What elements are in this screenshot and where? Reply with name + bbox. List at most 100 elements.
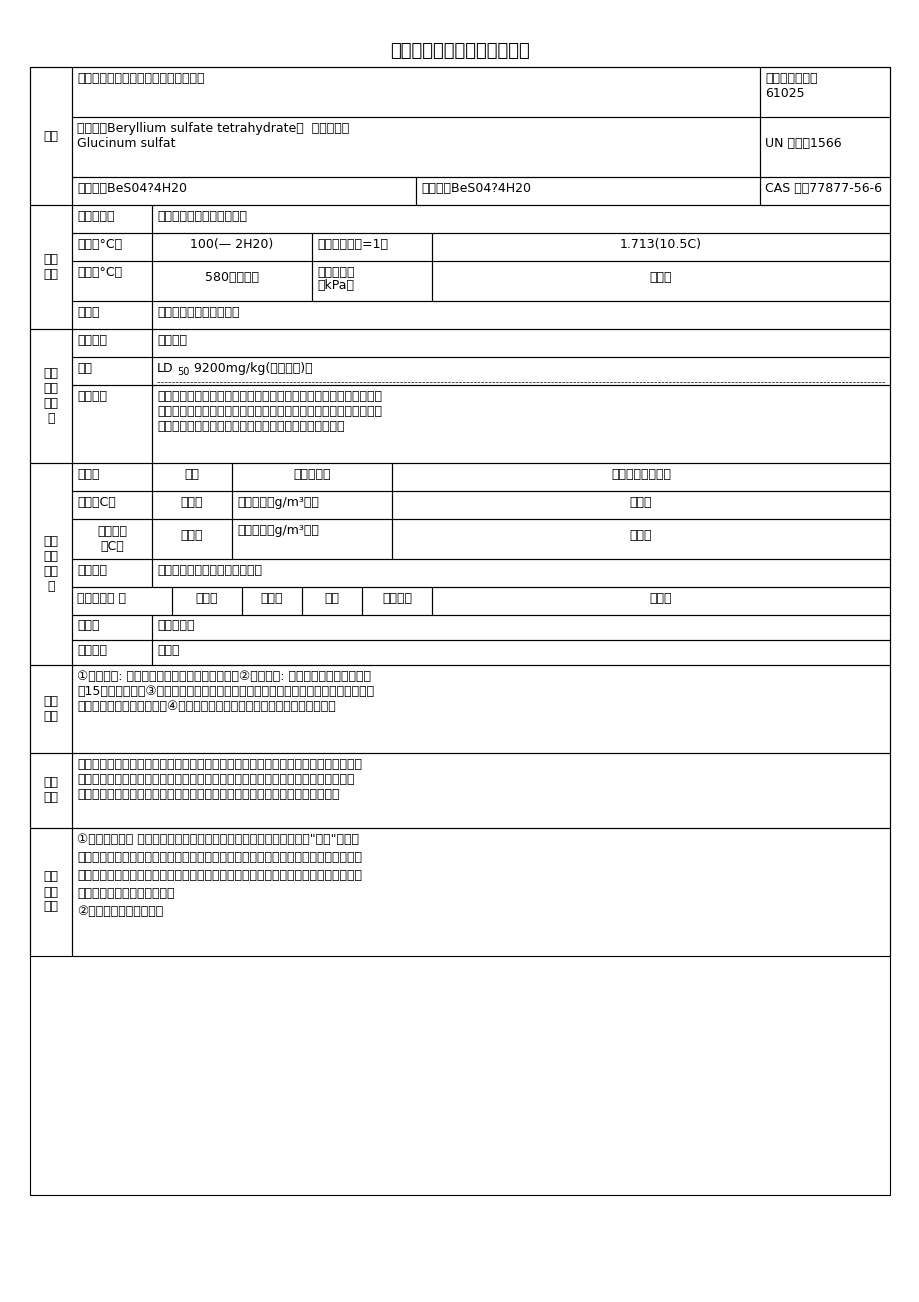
Text: 危险货物编号：: 危险货物编号： bbox=[765, 72, 817, 85]
Bar bbox=[152, 559, 889, 587]
Bar bbox=[152, 301, 889, 329]
Text: （kPa）: （kPa） bbox=[317, 279, 354, 292]
Text: 英文名：Beryllium sulfate tetrahydrate；  英文别名：: 英文名：Beryllium sulfate tetrahydrate； 英文别名… bbox=[77, 122, 349, 135]
Text: 580（分解）: 580（分解） bbox=[205, 271, 259, 284]
Text: 健康危害: 健康危害 bbox=[77, 391, 107, 404]
Text: 爆炸上限（g/m³）：: 爆炸上限（g/m³）： bbox=[237, 496, 319, 509]
Text: 熔点（°C）: 熔点（°C） bbox=[77, 238, 122, 251]
Text: 1.713(10.5C): 1.713(10.5C) bbox=[619, 238, 701, 251]
Text: 无资料: 无资料 bbox=[180, 529, 203, 542]
Bar bbox=[152, 464, 232, 491]
Bar bbox=[30, 204, 72, 329]
Text: 燃烧分解物: 燃烧分解物 bbox=[293, 467, 331, 480]
Bar bbox=[152, 233, 312, 260]
Text: 闪点（C）: 闪点（C） bbox=[77, 496, 116, 509]
Text: 不聚合: 不聚合 bbox=[649, 592, 672, 605]
Bar bbox=[72, 828, 889, 956]
Text: 易溶于水，不溶于醇。。: 易溶于水，不溶于醇。。 bbox=[157, 306, 239, 319]
Bar bbox=[72, 753, 889, 828]
Text: 氧化硫、氧化镀。: 氧化硫、氧化镀。 bbox=[610, 467, 670, 480]
Text: 危险特性: 危险特性 bbox=[77, 564, 107, 577]
Bar bbox=[30, 66, 72, 204]
Text: 吸入食入: 吸入食入 bbox=[157, 335, 187, 348]
Text: 9200mg/kg(大鼠静脉)。: 9200mg/kg(大鼠静脉)。 bbox=[190, 362, 312, 375]
Text: 50: 50 bbox=[176, 367, 189, 378]
Bar bbox=[72, 357, 152, 385]
Bar bbox=[30, 329, 72, 464]
Bar bbox=[72, 665, 889, 753]
Text: 分子量：BeS04?4H20: 分子量：BeS04?4H20 bbox=[421, 182, 530, 195]
Text: 沸点（°C）: 沸点（°C） bbox=[77, 266, 122, 279]
Bar bbox=[759, 177, 889, 204]
Text: 白色粉术或正方晶系结晶。: 白色粉术或正方晶系结晶。 bbox=[157, 210, 246, 223]
Bar bbox=[391, 464, 889, 491]
Text: 自燃温度
（C）: 自燃温度 （C） bbox=[96, 525, 127, 553]
Text: 隔离泄漏污染区，周围设警告标志。建议应急处理人员戴自给式呼吸器，穿化学防护服
。不要直接接触泄漏物，小心扫起，避免扬尘，倒至空旷地方深埋。用水刷洗泄漏污
染区，: 隔离泄漏污染区，周围设警告标志。建议应急处理人员戴自给式呼吸器，穿化学防护服 。… bbox=[77, 758, 361, 801]
Text: 灭火方法: 灭火方法 bbox=[77, 644, 107, 658]
Text: 无资料: 无资料 bbox=[196, 592, 218, 605]
Text: 不燃。: 不燃。 bbox=[157, 644, 179, 658]
Text: 毒性
及健
康危
害: 毒性 及健 康危 害 bbox=[43, 367, 59, 424]
Text: 强氧化剂。: 强氧化剂。 bbox=[157, 618, 194, 631]
Bar bbox=[72, 260, 152, 301]
Bar bbox=[152, 329, 889, 357]
Bar bbox=[72, 385, 152, 464]
Text: 燃烧性: 燃烧性 bbox=[77, 467, 99, 480]
Bar bbox=[232, 491, 391, 519]
Bar bbox=[432, 260, 889, 301]
Bar bbox=[152, 491, 232, 519]
Text: LD: LD bbox=[157, 362, 174, 375]
Bar bbox=[152, 385, 889, 464]
Bar bbox=[72, 491, 152, 519]
Text: 溶解性: 溶解性 bbox=[77, 306, 99, 319]
Text: ①储存注意事项 储存于阴凉、通风仓间内。保持容器密封。管理应按"五双"管理制
度执行。应与氧化剂分开存放。不能与粮食、食物、种子、饲料、各种日用品混装、混
运。: ①储存注意事项 储存于阴凉、通风仓间内。保持容器密封。管理应按"五双"管理制 度… bbox=[77, 833, 361, 918]
Text: 储运
注意
事项: 储运 注意 事项 bbox=[43, 871, 59, 914]
Text: 侵入途径: 侵入途径 bbox=[77, 335, 107, 348]
Bar bbox=[30, 828, 72, 956]
Text: 不燃: 不燃 bbox=[185, 467, 199, 480]
Bar bbox=[152, 204, 889, 233]
Bar bbox=[152, 357, 889, 385]
Bar bbox=[72, 641, 152, 665]
Text: 受高热分解，放出高毒的烟气。: 受高热分解，放出高毒的烟气。 bbox=[157, 564, 262, 577]
Bar bbox=[72, 301, 152, 329]
Text: 标识: 标识 bbox=[43, 129, 59, 142]
Bar bbox=[152, 519, 232, 559]
Text: 聚合危害: 聚合危害 bbox=[381, 592, 412, 605]
Bar bbox=[759, 117, 889, 177]
Bar bbox=[242, 587, 301, 615]
Bar bbox=[361, 587, 432, 615]
Bar bbox=[232, 464, 391, 491]
Text: 无资料: 无资料 bbox=[180, 496, 203, 509]
Text: 中文名：硫酸镀；别名：四水合硫酸镀: 中文名：硫酸镀；别名：四水合硫酸镀 bbox=[77, 72, 204, 85]
Bar bbox=[172, 587, 242, 615]
Text: CAS 号：77877-56-6: CAS 号：77877-56-6 bbox=[765, 182, 881, 195]
Text: 无资料: 无资料 bbox=[630, 529, 652, 542]
Text: 急救
措施: 急救 措施 bbox=[43, 695, 59, 723]
Bar bbox=[391, 491, 889, 519]
Bar bbox=[72, 177, 415, 204]
Bar bbox=[72, 587, 172, 615]
Text: 爆炸下限（g/m³）：: 爆炸下限（g/m³）： bbox=[237, 523, 319, 536]
Bar bbox=[152, 260, 312, 301]
Bar bbox=[72, 204, 152, 233]
Text: 燃烧
爆炸
危险
性: 燃烧 爆炸 危险 性 bbox=[43, 535, 59, 592]
Bar bbox=[72, 559, 152, 587]
Bar bbox=[432, 233, 889, 260]
Text: 无资料: 无资料 bbox=[649, 271, 672, 284]
Bar bbox=[301, 587, 361, 615]
Bar bbox=[312, 260, 432, 301]
Text: 毒性: 毒性 bbox=[77, 362, 92, 375]
Bar bbox=[72, 233, 152, 260]
Bar bbox=[30, 753, 72, 828]
Text: 稳定性: 稳定性 bbox=[260, 592, 283, 605]
Text: UN 编号：1566: UN 编号：1566 bbox=[765, 137, 841, 150]
Text: 饱和蒸气压: 饱和蒸气压 bbox=[317, 266, 354, 279]
Bar bbox=[759, 66, 889, 117]
Text: Glucinum sulfat: Glucinum sulfat bbox=[77, 137, 176, 150]
Bar bbox=[72, 519, 152, 559]
Text: 建规火险分 级: 建规火险分 级 bbox=[77, 592, 126, 605]
Bar bbox=[72, 117, 759, 177]
Bar bbox=[72, 329, 152, 357]
Text: 泄漏
处置: 泄漏 处置 bbox=[43, 776, 59, 805]
